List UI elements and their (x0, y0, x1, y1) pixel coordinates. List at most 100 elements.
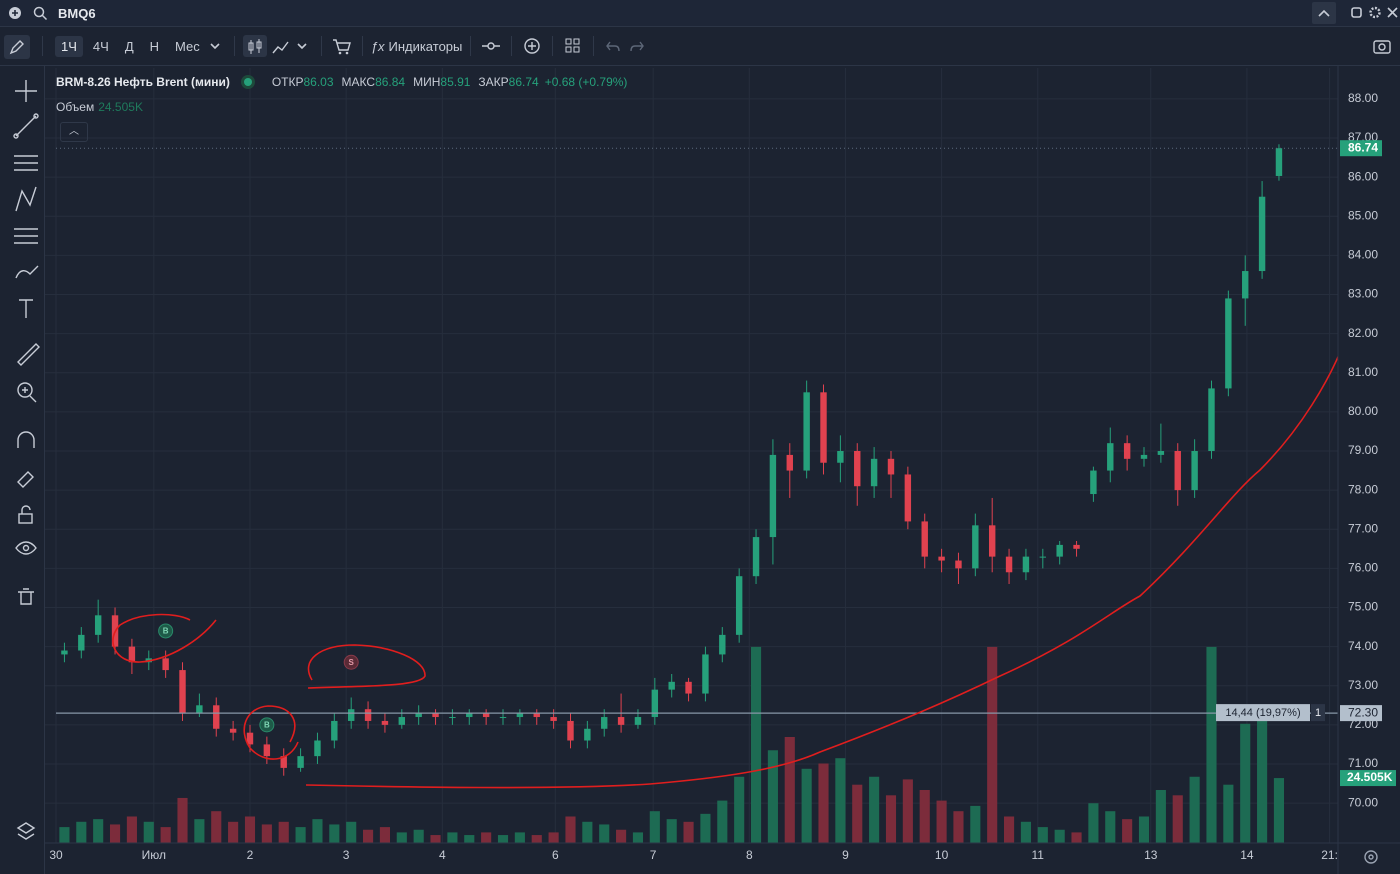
candle-body (1039, 556, 1047, 558)
price-line-label: 72.30 (1348, 705, 1378, 719)
camera-icon[interactable] (1366, 31, 1400, 61)
x-tick-label: 7 (650, 848, 657, 862)
trade-marker-label: S (349, 658, 355, 667)
candle-body (196, 705, 203, 714)
volume-bar (211, 811, 222, 843)
settings-icon[interactable] (1364, 850, 1378, 864)
candle-body (482, 713, 490, 718)
y-tick-label: 80.00 (1348, 404, 1378, 418)
volume-bar (329, 824, 340, 843)
indicators[interactable]: Индикаторы (388, 38, 463, 54)
volume-bar (666, 819, 677, 843)
collapse-button[interactable]: ︿ (60, 122, 88, 142)
volume-bar (1020, 821, 1031, 843)
layout-icon[interactable] (561, 31, 585, 61)
compare-icon[interactable] (479, 31, 503, 61)
candle-body (229, 728, 237, 733)
volume-layer (59, 646, 1285, 843)
volume-bar (1223, 784, 1234, 843)
volume-bar (59, 827, 70, 843)
volume-bar (801, 768, 812, 843)
y-tick-label: 84.00 (1348, 248, 1378, 262)
candle-body (1107, 443, 1114, 471)
y-tick-label: 73.00 (1348, 678, 1378, 692)
candle-body (634, 717, 642, 725)
candle-layer (56, 144, 1338, 776)
add-icon[interactable] (0, 0, 30, 26)
interval[interactable]: 4Ч (92, 38, 109, 54)
icon (1364, 850, 1378, 864)
symbol[interactable]: BMQ6 (58, 5, 96, 21)
volume-bar (902, 779, 913, 843)
candle-body (651, 689, 659, 718)
add-circle[interactable] (520, 31, 544, 61)
volume-bar (565, 816, 576, 843)
volume-bar (1172, 795, 1183, 843)
volume-bar (1206, 646, 1217, 843)
draw-icon[interactable] (0, 31, 34, 61)
undo-redo[interactable] (602, 31, 652, 61)
separator (361, 36, 363, 56)
interval[interactable]: Мес (175, 38, 200, 54)
candle-body (246, 732, 254, 745)
measure-count-box (1311, 704, 1325, 722)
candle-body (364, 709, 372, 721)
y-tick-label: 78.00 (1348, 482, 1378, 496)
separator (593, 36, 595, 56)
separator (42, 36, 43, 56)
candle-body (432, 713, 439, 718)
volume-bar (919, 790, 930, 843)
candle-body (854, 451, 861, 487)
volume-bar (93, 819, 104, 843)
x-tick-label: Июл (142, 848, 166, 862)
candle-body (331, 720, 338, 741)
y-tick-label: 88.00 (1348, 91, 1378, 105)
volume-bar (126, 816, 137, 843)
ohlc-label: МИН (413, 75, 441, 89)
candle-body (938, 556, 945, 561)
volume-legend: Объем 24.505K (56, 100, 143, 114)
candle-body (904, 474, 912, 522)
volume-bar (852, 784, 863, 843)
volume-bar (447, 832, 458, 843)
cart-icon[interactable] (330, 31, 354, 61)
y-tick-label: 79.00 (1348, 443, 1378, 457)
y-tick-label: 82.00 (1348, 326, 1378, 340)
candle-body (347, 709, 355, 721)
ohlc-label: ОТКР (271, 75, 304, 89)
dropdown[interactable] (206, 31, 226, 61)
x-tick-label: 11 (1032, 848, 1045, 862)
interval[interactable]: Д (124, 38, 134, 54)
tool-icons[interactable] (0, 66, 44, 874)
ohlc-label: ЗАКР (478, 75, 509, 89)
search-icon[interactable] (30, 0, 50, 26)
candle-body (550, 717, 557, 721)
candle-body (1157, 451, 1165, 455)
interval[interactable]: 1Ч (55, 35, 83, 57)
annotations (112, 234, 1379, 789)
candle-body (179, 670, 186, 714)
grid (44, 68, 1338, 843)
top-bar: BMQ6 (0, 0, 1400, 27)
window-controls[interactable] (1310, 0, 1400, 26)
volume-bar (160, 827, 171, 843)
drawing-tools (0, 66, 45, 874)
interval[interactable]: Н (149, 38, 160, 54)
trade-marker-label: B (163, 627, 169, 636)
ohlc-value: 85.91 (440, 75, 471, 89)
volume-bar (143, 821, 154, 843)
x-tick-label: 21: (1321, 848, 1338, 862)
volume-bar (970, 805, 981, 843)
trade-marker (259, 717, 275, 733)
annotation (112, 613, 217, 663)
volume-bar (194, 819, 205, 843)
volume-bar (835, 758, 846, 843)
candle-body (263, 744, 271, 757)
candle-body (1275, 148, 1283, 176)
y-tick-label: 70.00 (1348, 795, 1378, 809)
chart-type[interactable] (242, 31, 313, 61)
candle-body (1022, 556, 1030, 573)
